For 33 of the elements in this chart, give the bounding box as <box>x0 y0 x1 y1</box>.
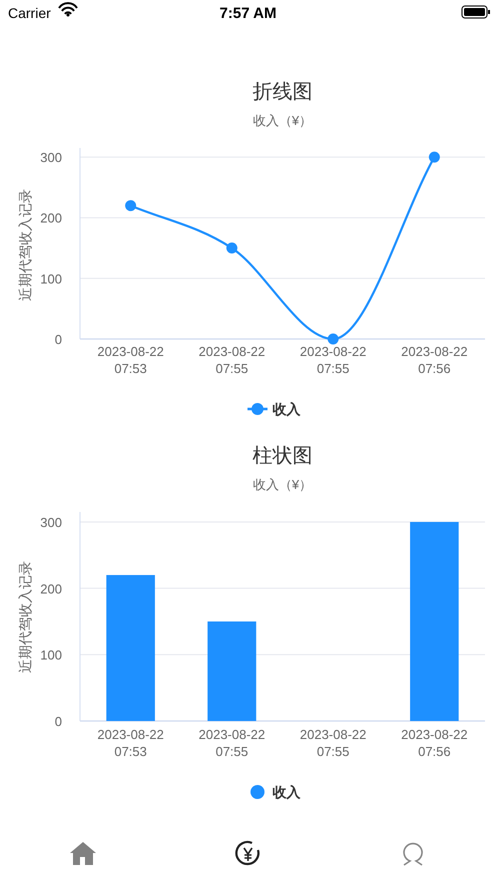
text: Carrier <box>8 5 52 21</box>
text: 7:57 AM <box>220 5 276 22</box>
y-tick-label: 200 <box>40 581 62 596</box>
x-tick-label: 2023-08-22 07:55 <box>198 727 266 759</box>
bar <box>208 621 256 721</box>
legend-label: 收入 <box>272 784 302 800</box>
y-tick-label: 100 <box>40 271 62 286</box>
x-tick-label: 2023-08-22 07:53 <box>97 344 164 376</box>
y-tick-label: 0 <box>54 332 62 347</box>
y-tick-label: 300 <box>40 514 62 530</box>
point <box>226 242 238 254</box>
chart-title: 折线图 <box>252 81 312 103</box>
y-tick-label: 300 <box>40 150 62 166</box>
y-tick-label: 0 <box>54 714 62 729</box>
x-tick-label: 2023-08-22 07:56 <box>401 344 468 376</box>
legend-label: 收入 <box>272 401 302 417</box>
x-tick-label: 2023-08-22 07:55 <box>300 727 366 759</box>
point <box>328 334 339 344</box>
x-tick-label: 2023-08-22 07:55 <box>198 344 266 376</box>
y-tick-label: 100 <box>40 648 62 663</box>
chart-subtitle: 收入（¥） <box>252 113 312 128</box>
x-tick-label: 2023-08-22 07:55 <box>300 344 366 376</box>
chart-subtitle: 收入（¥） <box>252 477 312 492</box>
chart-title: 柱状图 <box>252 445 312 467</box>
y-axis-title: 近期代驾收入记录 <box>17 561 33 673</box>
y-tick-label: 200 <box>40 210 62 226</box>
point <box>125 200 136 212</box>
x-tick-label: 2023-08-22 07:53 <box>97 727 164 759</box>
bar <box>106 575 155 721</box>
bar <box>410 522 459 721</box>
x-tick-label: 2023-08-22 07:56 <box>401 727 468 759</box>
point <box>428 152 440 163</box>
y-axis-title: 近期代驾收入记录 <box>17 189 33 301</box>
